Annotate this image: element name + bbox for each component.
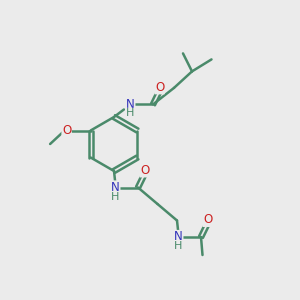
Text: O: O xyxy=(203,213,212,226)
Text: H: H xyxy=(111,191,119,202)
Text: H: H xyxy=(126,108,134,118)
Text: N: N xyxy=(111,181,120,194)
Text: N: N xyxy=(174,230,183,244)
Text: O: O xyxy=(155,81,164,94)
Text: O: O xyxy=(62,124,71,137)
Text: N: N xyxy=(126,98,135,111)
Text: O: O xyxy=(140,164,149,177)
Text: H: H xyxy=(174,241,182,251)
